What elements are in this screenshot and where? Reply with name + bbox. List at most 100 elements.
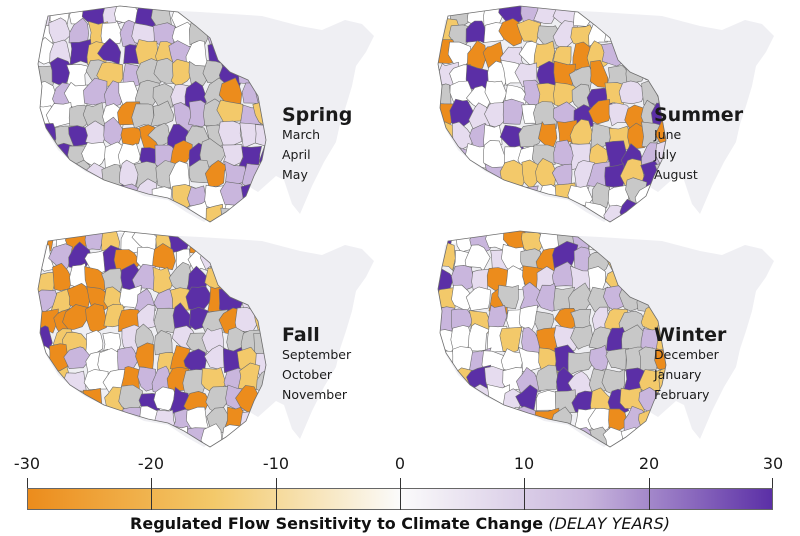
basin-region [84, 231, 104, 251]
basin-region [152, 243, 176, 271]
basin-region [117, 142, 141, 169]
basin-region [589, 344, 609, 373]
basin-region [535, 428, 559, 447]
tick-mark [524, 478, 525, 488]
basin-region [484, 180, 507, 210]
basin-region [120, 127, 142, 148]
basin-region [219, 207, 245, 222]
month-label: September [282, 347, 352, 362]
basin-region [257, 202, 266, 222]
tick-label: 20 [638, 454, 660, 473]
legend-title-main: Regulated Flow Sensitivity to Climate Ch… [130, 514, 544, 533]
bar-divider [276, 488, 277, 510]
basin-region [449, 98, 475, 129]
basin-region [118, 205, 145, 222]
basin-region [463, 427, 491, 447]
basin-region [38, 163, 56, 192]
basin-region [88, 200, 111, 222]
basin-region [103, 410, 123, 438]
basin-region [66, 204, 90, 222]
basin-region [438, 384, 456, 411]
basin-region [448, 182, 472, 208]
basin-map-winter [437, 230, 774, 448]
bar-divider [400, 488, 401, 510]
tick-mark [27, 478, 28, 488]
month-label: April [282, 147, 311, 162]
bar-divider [524, 488, 525, 510]
tick-mark [772, 478, 773, 488]
basin-region [499, 159, 528, 187]
bar-divider [151, 488, 152, 510]
basin-region [83, 369, 109, 391]
basin-region [618, 80, 646, 105]
map-panel-spring: Spring March April May [0, 0, 400, 225]
basin-region [170, 58, 192, 88]
basin-region [68, 241, 92, 271]
basin-region [554, 430, 578, 447]
basin-region [568, 282, 596, 314]
basin-map-spring [37, 5, 374, 223]
basin-region [70, 429, 94, 447]
basin-region [438, 367, 455, 394]
tick-label: -20 [137, 454, 165, 473]
season-title-summer: Summer [654, 104, 744, 126]
basin-region [52, 389, 72, 417]
basin-region [656, 423, 666, 447]
basin-region [485, 424, 506, 447]
basin-region [218, 120, 243, 147]
basin-region [38, 423, 55, 447]
basin-region [154, 330, 173, 356]
month-label: October [282, 367, 333, 382]
month-label: July [654, 147, 677, 162]
basin-region [44, 402, 74, 431]
basin-region [69, 159, 91, 189]
basin-region [533, 202, 558, 222]
basin-region [438, 164, 455, 188]
basin-region [135, 58, 163, 85]
basin-region [117, 426, 141, 447]
tick-mark [400, 478, 401, 488]
basin-region [552, 20, 575, 50]
basin-region [114, 6, 140, 24]
month-label: November [282, 387, 348, 402]
basin-region [46, 428, 72, 447]
tick-label: -10 [262, 454, 290, 473]
basin-region [555, 206, 579, 222]
basin-region [48, 243, 73, 272]
basin-region [587, 407, 615, 434]
basin-region [62, 304, 89, 330]
basin-region [103, 184, 127, 213]
basin-region [121, 407, 143, 433]
basin-region [152, 266, 174, 294]
season-months-winter: December January February [654, 345, 719, 405]
basin-region [238, 427, 262, 447]
basin-region [535, 364, 558, 392]
basin-region [168, 160, 190, 189]
basin-region [497, 284, 519, 310]
tick-label: 0 [394, 454, 406, 473]
basin-region [502, 429, 527, 447]
basin-region [204, 160, 229, 187]
basin-region [131, 103, 155, 129]
basin-region [640, 203, 664, 222]
map-panel-summer: Summer June July August [400, 0, 800, 225]
basin-region [234, 200, 259, 222]
basin-region [453, 426, 477, 447]
basin-region [501, 182, 522, 210]
basin-region [100, 20, 123, 45]
basin-region [518, 123, 544, 148]
tick-label: 10 [513, 454, 535, 473]
legend-title: Regulated Flow Sensitivity to Climate Ch… [0, 514, 800, 533]
basin-region [535, 158, 557, 189]
basin-region [438, 428, 460, 447]
tick-mark [151, 478, 152, 488]
basin-region [518, 304, 538, 332]
basin-region [85, 330, 104, 356]
basin-region [517, 205, 539, 222]
basin-region [38, 144, 57, 172]
basin-region [499, 326, 523, 353]
basin-region [652, 204, 666, 222]
basin-region [450, 201, 473, 222]
basin-region [38, 202, 56, 222]
basin-region [139, 424, 163, 447]
